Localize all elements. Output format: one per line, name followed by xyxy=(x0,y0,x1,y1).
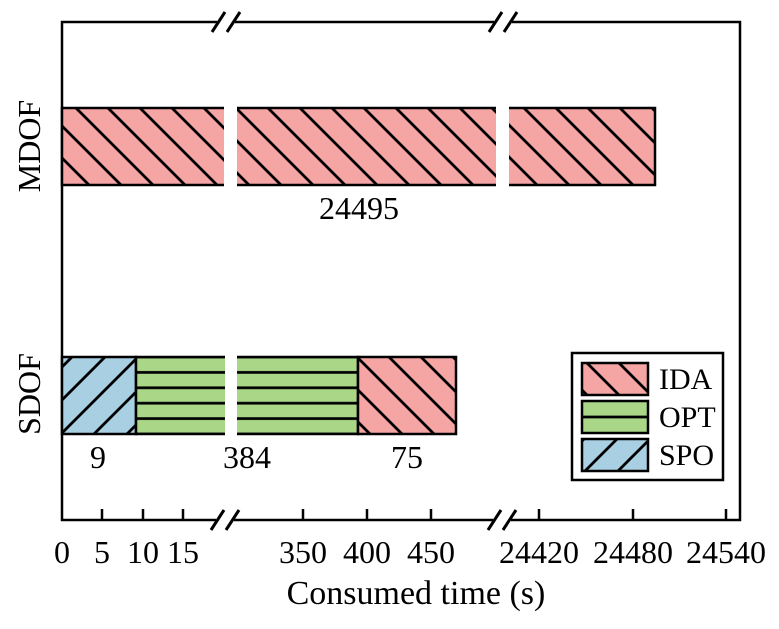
x-tick-label: 450 xyxy=(407,534,455,570)
legend-label-opt: OPT xyxy=(659,401,716,434)
axis-break-mark-top-1 xyxy=(210,11,242,33)
value-label-sdof-ida: 75 xyxy=(391,439,423,475)
value-label-mdof-ida: 24495 xyxy=(319,190,399,226)
x-tick-label: 15 xyxy=(167,534,199,570)
legend-swatch-spo xyxy=(580,437,650,473)
x-tick-label: 24420 xyxy=(499,534,579,570)
x-tick-label: 24480 xyxy=(593,534,673,570)
x-tick-label: 10 xyxy=(127,534,159,570)
legend-label-spo: SPO xyxy=(659,439,714,472)
bar-sdof-opt xyxy=(134,355,360,436)
bar-break-gap-sdof xyxy=(225,354,237,437)
value-label-sdof-spo: 9 xyxy=(90,439,106,475)
x-tick-label: 5 xyxy=(94,534,110,570)
axis-break-mark-bottom-2 xyxy=(486,509,518,531)
x-tick-label: 350 xyxy=(279,534,327,570)
bar-sdof-spo xyxy=(60,355,138,436)
x-axis-title: Consumed time (s) xyxy=(287,575,546,612)
value-label-sdof-opt: 384 xyxy=(223,439,271,475)
x-tick-label: 24540 xyxy=(686,534,766,570)
legend-label-ida: IDA xyxy=(659,363,713,396)
axis-break-mark-top-2 xyxy=(487,11,519,33)
bar-break-gap-mdof-1 xyxy=(224,105,237,188)
bar-mdof-ida xyxy=(60,106,657,187)
bar-break-gap-mdof-2 xyxy=(496,105,509,188)
plot-frame xyxy=(60,20,742,522)
legend-swatch-ida xyxy=(580,361,650,397)
legend: IDA OPT SPO xyxy=(570,351,725,482)
y-category-label-sdof: SDOF xyxy=(11,353,47,435)
axis-break-mark-bottom-1 xyxy=(209,509,241,531)
y-category-label-mdof: MDOF xyxy=(11,100,47,192)
x-tick-label: 400 xyxy=(343,534,391,570)
x-tick-marks xyxy=(100,509,728,520)
legend-swatch-opt xyxy=(580,399,650,435)
bar-sdof-ida xyxy=(356,355,458,436)
x-tick-label: 0 xyxy=(54,534,70,570)
